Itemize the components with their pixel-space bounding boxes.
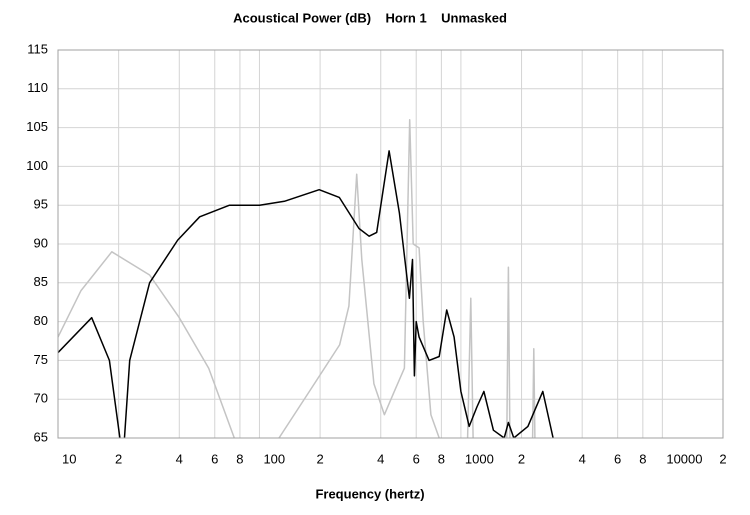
- x-tick-label: 8: [639, 451, 646, 466]
- x-tick-label: 4: [176, 451, 183, 466]
- y-tick-label: 105: [26, 119, 48, 134]
- x-tick-label: 2: [518, 451, 525, 466]
- x-tick-label: 8: [236, 451, 243, 466]
- x-tick-label: 4: [377, 451, 384, 466]
- x-tick-label: 6: [413, 451, 420, 466]
- x-tick-label: 100: [263, 451, 285, 466]
- y-tick-label: 95: [34, 197, 48, 212]
- x-tick-label: 4: [579, 451, 586, 466]
- x-tick-label: 2: [316, 451, 323, 466]
- data-line: [58, 119, 536, 438]
- y-tick-label: 85: [34, 274, 48, 289]
- x-tick-label: 10000: [666, 451, 702, 466]
- y-tick-label: 75: [34, 352, 48, 367]
- x-tick-label: 8: [438, 451, 445, 466]
- x-tick-label: 6: [614, 451, 621, 466]
- y-tick-label: 70: [34, 391, 48, 406]
- x-tick-label: 6: [211, 451, 218, 466]
- chart-title: Acoustical Power (dB) Horn 1 Unmasked: [233, 10, 507, 25]
- x-tick-label: 1000: [465, 451, 494, 466]
- y-tick-label: 100: [26, 158, 48, 173]
- plot-lines: [58, 119, 554, 438]
- x-tick-label: 10: [62, 451, 76, 466]
- x-tick-label: 2: [719, 451, 726, 466]
- y-tick-label: 110: [27, 80, 48, 95]
- y-tick-label: 115: [27, 41, 48, 56]
- y-tick-label: 90: [34, 235, 48, 250]
- x-tick-label: 2: [115, 451, 122, 466]
- data-line: [58, 150, 554, 438]
- y-tick-label: 80: [34, 313, 48, 328]
- x-axis-label: Frequency (hertz): [315, 486, 424, 501]
- plot-frame: [57, 49, 724, 439]
- y-tick-label: 65: [34, 429, 48, 444]
